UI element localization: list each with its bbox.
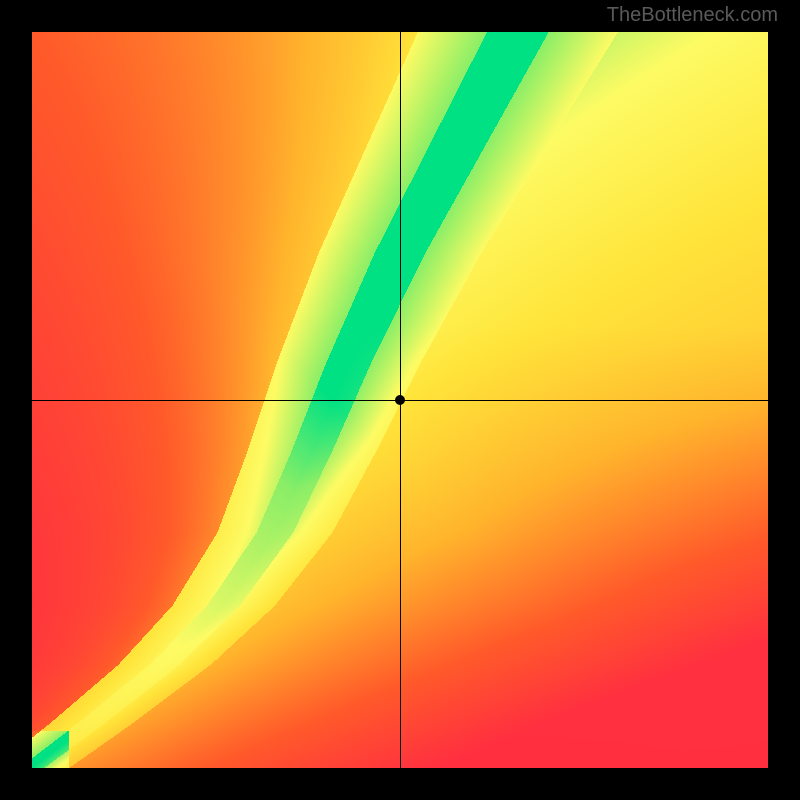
- center-dot: [395, 395, 405, 405]
- watermark: TheBottleneck.com: [607, 4, 778, 27]
- heatmap-plot: [32, 32, 768, 768]
